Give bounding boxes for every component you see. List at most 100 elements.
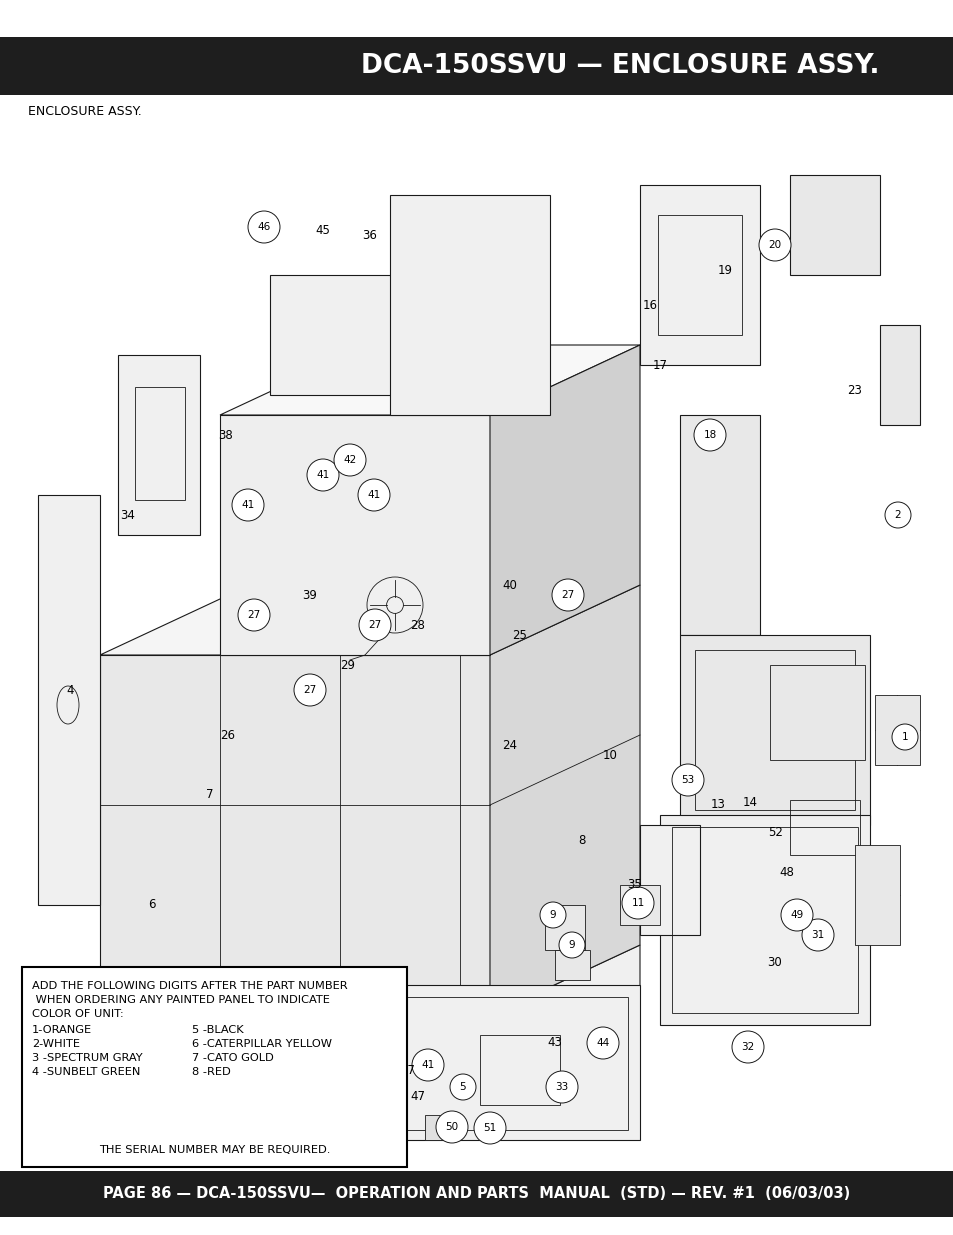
Text: 1: 1 — [901, 732, 907, 742]
Text: COLOR OF UNIT:: COLOR OF UNIT: — [32, 1009, 124, 1019]
Polygon shape — [555, 950, 589, 981]
Text: 39: 39 — [302, 589, 317, 601]
Text: 25: 25 — [512, 629, 527, 641]
Polygon shape — [639, 825, 700, 935]
Text: 14: 14 — [741, 797, 757, 809]
Polygon shape — [874, 695, 919, 764]
Polygon shape — [220, 415, 490, 655]
Text: 4: 4 — [66, 683, 73, 697]
Text: 50: 50 — [445, 1123, 458, 1132]
Text: DCA-150SSVU — ENCLOSURE ASSY.: DCA-150SSVU — ENCLOSURE ASSY. — [360, 53, 879, 79]
Circle shape — [307, 459, 338, 492]
Text: 29: 29 — [340, 658, 355, 672]
Text: 6: 6 — [148, 899, 155, 911]
Circle shape — [558, 932, 584, 958]
Polygon shape — [38, 495, 100, 905]
Polygon shape — [490, 345, 639, 655]
Bar — [0, 1171, 953, 1216]
Circle shape — [693, 419, 725, 451]
Circle shape — [436, 1112, 468, 1144]
Text: 53: 53 — [680, 776, 694, 785]
Bar — [0, 37, 953, 95]
Text: 3 -SPECTRUM GRAY: 3 -SPECTRUM GRAY — [32, 1053, 143, 1063]
Circle shape — [552, 579, 583, 611]
Text: 46: 46 — [257, 222, 271, 232]
Circle shape — [539, 902, 565, 927]
Text: 37: 37 — [400, 1063, 415, 1077]
Polygon shape — [424, 1115, 459, 1140]
Circle shape — [759, 228, 790, 261]
Text: 11: 11 — [631, 898, 644, 908]
Text: 47: 47 — [410, 1091, 425, 1104]
Circle shape — [586, 1028, 618, 1058]
Circle shape — [285, 1084, 311, 1110]
Text: 5 -BLACK: 5 -BLACK — [192, 1025, 243, 1035]
Circle shape — [248, 211, 280, 243]
Polygon shape — [490, 585, 639, 1015]
Circle shape — [334, 445, 366, 475]
Text: 10: 10 — [602, 748, 617, 762]
Text: 17: 17 — [652, 358, 667, 372]
Polygon shape — [659, 815, 869, 1025]
Text: 40: 40 — [502, 578, 517, 592]
Polygon shape — [290, 1091, 339, 1120]
Text: 19: 19 — [717, 263, 732, 277]
Text: 5: 5 — [459, 1082, 466, 1092]
Polygon shape — [270, 275, 479, 395]
Circle shape — [891, 724, 917, 750]
Polygon shape — [100, 655, 490, 1015]
Text: 24: 24 — [502, 739, 517, 752]
Text: 43: 43 — [547, 1036, 562, 1050]
Text: 18: 18 — [702, 430, 716, 440]
Text: 30: 30 — [767, 956, 781, 969]
Text: 27: 27 — [303, 685, 316, 695]
Text: 6 -CATERPILLAR YELLOW: 6 -CATERPILLAR YELLOW — [192, 1039, 332, 1049]
Text: 16: 16 — [641, 299, 657, 311]
Polygon shape — [544, 905, 584, 950]
Polygon shape — [789, 175, 879, 275]
Circle shape — [232, 489, 264, 521]
Polygon shape — [100, 945, 639, 1079]
Text: 27: 27 — [560, 590, 574, 600]
Circle shape — [294, 674, 326, 706]
Circle shape — [621, 887, 654, 919]
Text: 2-WHITE: 2-WHITE — [32, 1039, 80, 1049]
Text: 3: 3 — [319, 1130, 326, 1140]
Circle shape — [412, 1049, 443, 1081]
Circle shape — [237, 599, 270, 631]
Circle shape — [357, 479, 390, 511]
Text: 36: 36 — [362, 228, 377, 242]
Text: 49: 49 — [789, 910, 802, 920]
Text: 41: 41 — [316, 471, 330, 480]
Text: 1-ORANGE: 1-ORANGE — [32, 1025, 92, 1035]
Circle shape — [781, 899, 812, 931]
Text: 8: 8 — [578, 834, 585, 846]
Text: 41: 41 — [421, 1060, 435, 1070]
Text: 9: 9 — [568, 940, 575, 950]
Text: 45: 45 — [315, 224, 330, 236]
Circle shape — [884, 501, 910, 529]
Polygon shape — [100, 585, 639, 655]
Polygon shape — [118, 354, 200, 535]
Text: 35: 35 — [627, 878, 641, 892]
Text: 23: 23 — [846, 384, 862, 396]
Text: 13: 13 — [710, 799, 724, 811]
Text: 20: 20 — [767, 240, 781, 249]
Polygon shape — [769, 664, 864, 760]
Text: 52: 52 — [768, 826, 782, 840]
Circle shape — [801, 919, 833, 951]
Text: 31: 31 — [810, 930, 823, 940]
Text: ADD THE FOLLOWING DIGITS AFTER THE PART NUMBER: ADD THE FOLLOWING DIGITS AFTER THE PART … — [32, 981, 347, 990]
Circle shape — [731, 1031, 763, 1063]
Circle shape — [310, 1123, 335, 1149]
Polygon shape — [379, 986, 639, 1140]
Text: 27: 27 — [247, 610, 260, 620]
Text: 4 -SUNBELT GREEN: 4 -SUNBELT GREEN — [32, 1067, 140, 1077]
Bar — [22, 967, 407, 1167]
Text: 42: 42 — [343, 454, 356, 466]
Text: 8 -RED: 8 -RED — [192, 1067, 231, 1077]
Text: 41: 41 — [241, 500, 254, 510]
Text: 26: 26 — [220, 729, 235, 741]
Text: ENCLOSURE ASSY.: ENCLOSURE ASSY. — [28, 105, 142, 119]
Text: WHEN ORDERING ANY PAINTED PANEL TO INDICATE: WHEN ORDERING ANY PAINTED PANEL TO INDIC… — [32, 995, 330, 1005]
